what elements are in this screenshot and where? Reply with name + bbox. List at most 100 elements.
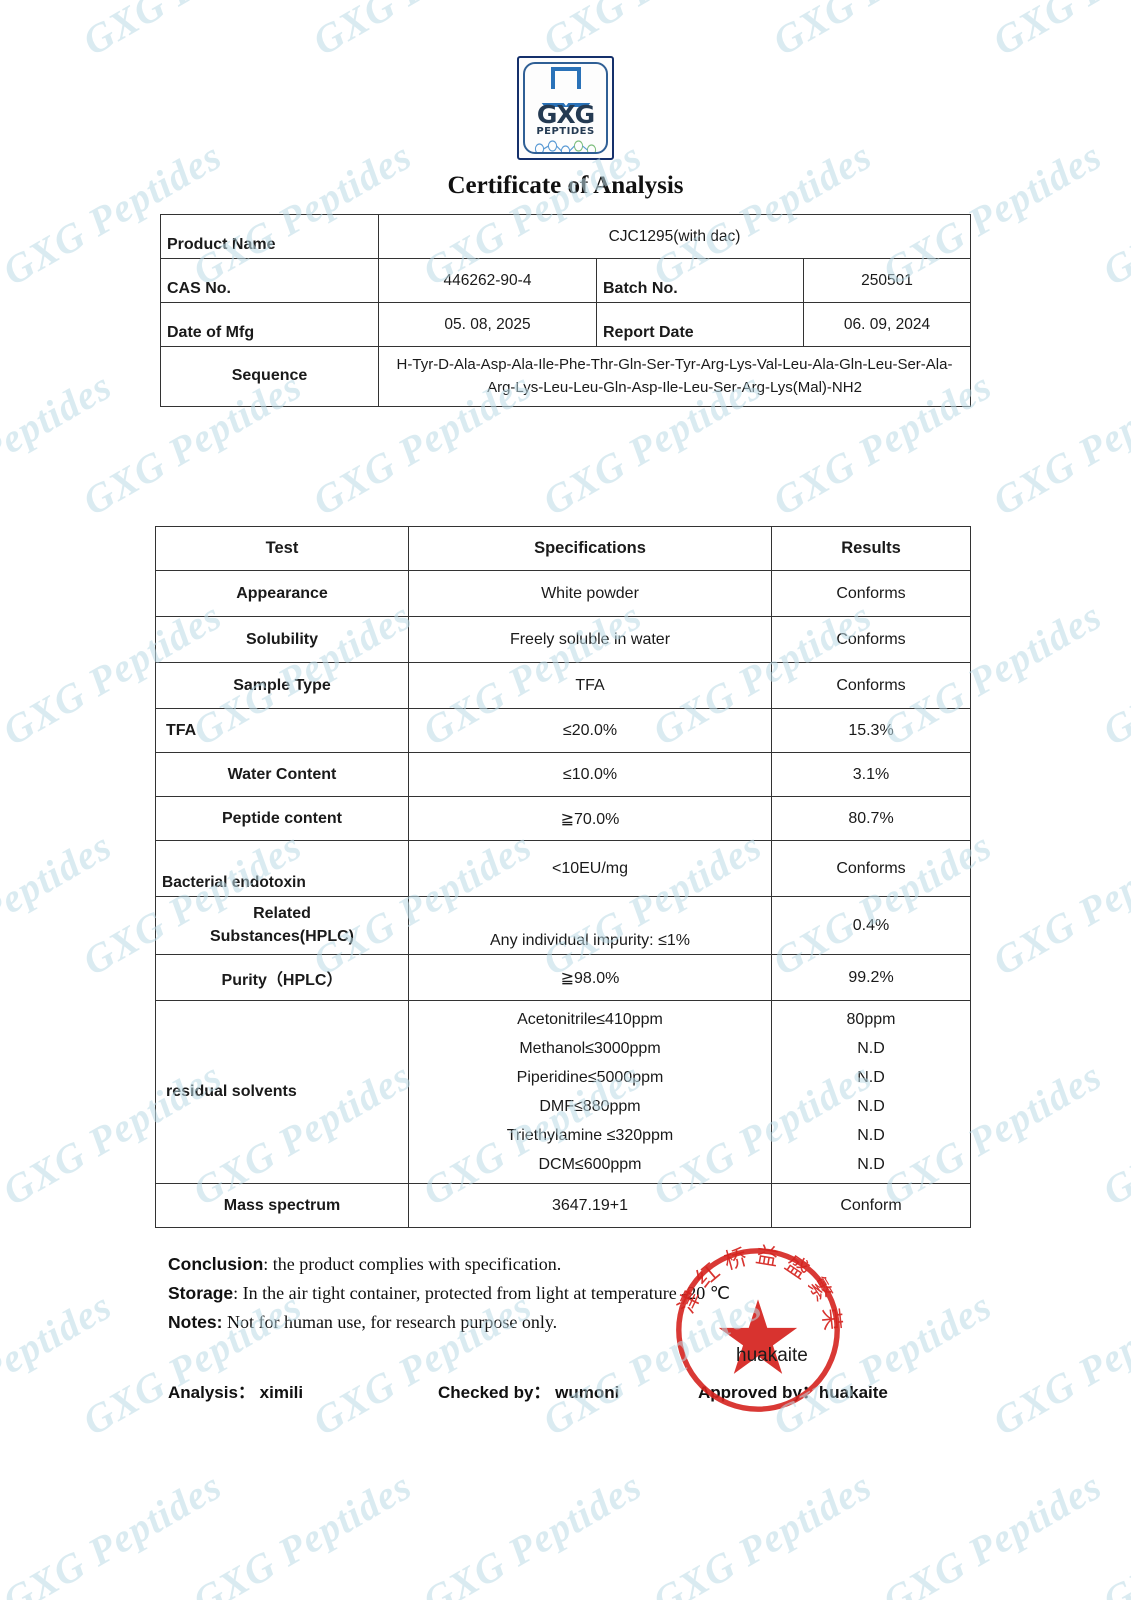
solvent-spec-item: Piperidine≤5000ppm xyxy=(516,1069,664,1086)
notes-line: Notes: Not for human use, for research p… xyxy=(168,1308,968,1337)
solvent-result-item: N.D xyxy=(857,1156,885,1173)
solvent-spec-items: Acetonitrile≤410ppm Methanol≤3000ppm Piper… xyxy=(409,1005,771,1179)
row-result-water-content: 3.1% xyxy=(771,752,971,797)
row-label-water-content: Water Content xyxy=(155,752,409,797)
table-row: Date of Mfg 05. 08, 2025 Report Date 06.… xyxy=(160,302,972,347)
batch-no-label: Batch No. xyxy=(596,258,804,303)
notes-label: Notes: xyxy=(168,1312,223,1333)
row-spec-mass-spectrum: 3647.19+1 xyxy=(408,1183,772,1228)
table-row: Purity（HPLC） ≧98.0% 99.2% xyxy=(155,954,971,1001)
solvent-spec-item: DMF≤880ppm xyxy=(539,1098,641,1115)
table-row: Mass spectrum 3647.19+1 Conform xyxy=(155,1183,971,1228)
table-row: Sample Type TFA Conforms xyxy=(155,662,971,709)
row-label-tfa: TFA xyxy=(155,708,409,753)
flask-neck-shape xyxy=(550,67,581,89)
table-row: Related Substances(HPLC) Any individual … xyxy=(155,896,971,955)
sequence-label: Sequence xyxy=(160,346,379,407)
row-label-mass-spectrum: Mass spectrum xyxy=(155,1183,409,1228)
report-date-label: Report Date xyxy=(596,302,804,347)
analysis-signature: Analysis： ximili xyxy=(168,1383,304,1402)
solvent-spec-item: Triethylamine ≤320ppm xyxy=(506,1127,674,1144)
row-label-purity-hplc: Purity（HPLC） xyxy=(155,954,409,1001)
table-row: CAS No. 446262-90-4 Batch No. 250501 xyxy=(160,258,972,303)
product-info-table: Product Name CJC1295(with dac) CAS No. 4… xyxy=(160,214,972,407)
table-row: Water Content ≤10.0% 3.1% xyxy=(155,752,971,797)
table-row: Solubility Freely soluble in water Confo… xyxy=(155,616,971,663)
solvent-result-items: 80ppm N.D N.D N.D N.D N.D xyxy=(772,1005,970,1179)
table-row-residual-solvents: residual solvents Acetonitrile≤410ppm Met… xyxy=(155,1000,971,1184)
date-of-mfg-value: 05. 08, 2025 xyxy=(378,302,597,347)
row-result-purity-hplc: 99.2% xyxy=(771,954,971,1001)
table-row: Sequence H-Tyr-D-Ala-Asp-Ala-Ile-Phe-Thr… xyxy=(160,346,972,407)
handwritten-signature: huakaite xyxy=(736,1345,808,1366)
test-results-table: Test Specifications Results Appearance W… xyxy=(155,526,971,1228)
page-title: Certificate of Analysis xyxy=(447,172,684,199)
sequence-value: H-Tyr-D-Ala-Asp-Ala-Ile-Phe-Thr-Gln-Ser-… xyxy=(377,346,972,407)
conclusion-line: Conclusion: the product complies with sp… xyxy=(168,1250,968,1279)
report-date-value: 06. 09, 2024 xyxy=(802,302,972,347)
row-spec-appearance: White powder xyxy=(408,570,772,617)
conclusion-text: : the product complies with specificatio… xyxy=(263,1254,562,1274)
row-result-tfa: 15.3% xyxy=(771,708,971,753)
product-name-label: Product Name xyxy=(160,214,379,259)
table-row: Product Name CJC1295(with dac) xyxy=(160,214,972,259)
column-header-test: Test xyxy=(155,526,409,571)
table-row: TFA ≤20.0% 15.3% xyxy=(155,708,971,753)
approved-by-signature: Approved by：huakaite xyxy=(698,1383,888,1402)
signature-row: Analysis： ximili Checked by： wumoni Appr… xyxy=(168,1378,958,1403)
logo-wordmark: GXG xyxy=(536,100,595,129)
row-label-related-substances: Related Substances(HPLC) xyxy=(155,896,409,955)
row-result-bacterial-endotoxin: Conforms xyxy=(771,840,971,897)
related-substances-line2: Substances(HPLC) xyxy=(209,927,355,945)
row-spec-purity-hplc: ≧98.0% xyxy=(408,954,772,1001)
residual-solvent-spec-list: Acetonitrile≤410ppm Methanol≤3000ppm Piper… xyxy=(408,1000,772,1184)
flask-icon: GXG PEPTIDES xyxy=(523,62,608,154)
solvent-result-item: N.D xyxy=(857,1127,885,1144)
solvent-spec-item: Acetonitrile≤410ppm xyxy=(517,1011,663,1028)
notes-text: Not for human use, for research purpose … xyxy=(222,1312,558,1333)
product-name-value: CJC1295(with dac) xyxy=(377,214,972,259)
row-spec-water-content: ≤10.0% xyxy=(408,752,772,797)
row-result-peptide-content: 80.7% xyxy=(771,796,971,841)
logo-container: GXG PEPTIDES xyxy=(0,56,1131,160)
row-result-mass-spectrum: Conform xyxy=(771,1183,971,1228)
row-spec-peptide-content: ≧70.0% xyxy=(408,796,772,841)
storage-label: Storage xyxy=(168,1283,234,1304)
solvent-result-item: 80ppm xyxy=(846,1011,896,1028)
row-spec-bacterial-endotoxin: <10EU/mg xyxy=(408,840,772,897)
solvent-spec-item: Methanol≤3000ppm xyxy=(519,1040,661,1057)
row-label-peptide-content: Peptide content xyxy=(155,796,409,841)
storage-line: Storage: In the air tight container, pro… xyxy=(168,1279,968,1308)
table-header-row: Test Specifications Results xyxy=(155,526,971,571)
row-spec-tfa: ≤20.0% xyxy=(408,708,772,753)
batch-no-value: 250501 xyxy=(802,258,972,303)
row-result-appearance: Conforms xyxy=(771,570,971,617)
row-label-bacterial-endotoxin: Bacterial endotoxin xyxy=(155,840,409,897)
conclusion-label: Conclusion xyxy=(168,1254,264,1274)
row-label-residual-solvents: residual solvents xyxy=(155,1000,409,1184)
solvent-spec-item: DCM≤600ppm xyxy=(538,1156,642,1173)
gxg-peptides-logo-icon: GXG PEPTIDES xyxy=(517,56,614,160)
storage-text: : In the air tight container, protected … xyxy=(233,1283,730,1304)
solvent-result-item: N.D xyxy=(857,1069,885,1086)
date-of-mfg-label: Date of Mfg xyxy=(160,302,379,347)
cas-no-value: 446262-90-4 xyxy=(378,258,597,303)
related-substances-line1: Related xyxy=(253,905,311,923)
table-row: Appearance White powder Conforms xyxy=(155,570,971,617)
row-spec-sample-type: TFA xyxy=(408,662,772,709)
row-spec-solubility: Freely soluble in water xyxy=(408,616,772,663)
column-header-results: Results xyxy=(771,526,971,571)
molecule-chain-icon xyxy=(533,140,598,152)
residual-solvent-result-list: 80ppm N.D N.D N.D N.D N.D xyxy=(771,1000,971,1184)
column-header-specifications: Specifications xyxy=(408,526,772,571)
solvent-result-item: N.D xyxy=(857,1040,885,1057)
row-label-solubility: Solubility xyxy=(155,616,409,663)
cas-no-label: CAS No. xyxy=(160,258,379,303)
logo-subtext: PEPTIDES xyxy=(536,126,595,137)
row-result-solubility: Conforms xyxy=(771,616,971,663)
row-result-sample-type: Conforms xyxy=(771,662,971,709)
footer-notes: Conclusion: the product complies with sp… xyxy=(168,1250,968,1337)
row-label-appearance: Appearance xyxy=(155,570,409,617)
row-result-related-substances: 0.4% xyxy=(771,896,971,955)
